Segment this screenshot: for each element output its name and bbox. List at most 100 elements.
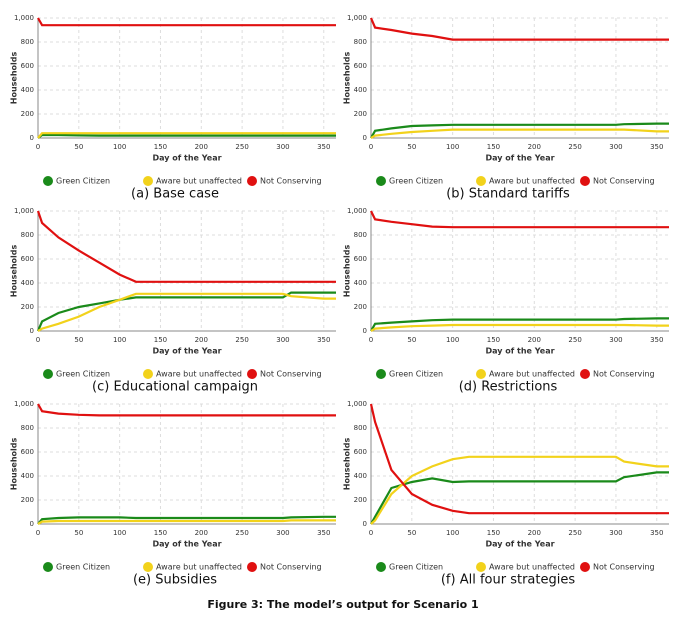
x-tick-label: 300 <box>609 143 622 151</box>
series-line <box>370 455 669 525</box>
y-tick-label: 600 <box>21 448 34 456</box>
x-tick-label: 100 <box>446 529 459 537</box>
x-tick-label: 150 <box>487 336 500 344</box>
series-line <box>370 128 669 139</box>
y-tick-label: 200 <box>21 496 34 504</box>
legend-marker <box>476 176 486 186</box>
legend-marker <box>476 562 486 572</box>
series-line <box>37 132 336 139</box>
legend-label: Not Conserving <box>260 563 322 572</box>
series-line <box>370 317 669 332</box>
chart-panel: 0 200 400 600 800 1,000 0 50 100 150 200 250 300 350 D… <box>343 400 669 588</box>
x-tick-label: 0 <box>36 336 40 344</box>
x-tick-label: 100 <box>113 143 126 151</box>
legend-label: Aware but unaffected <box>156 370 242 379</box>
x-tick-label: 250 <box>568 529 581 537</box>
legend-marker <box>476 369 486 379</box>
x-axis-title: Day of the Year <box>485 540 554 549</box>
legend-label: Green Citizen <box>56 370 110 379</box>
y-tick-label: 1,000 <box>347 400 367 408</box>
x-tick-label: 50 <box>74 143 83 151</box>
series-line <box>37 403 336 417</box>
legend-label: Not Conserving <box>593 177 655 186</box>
x-axis-title: Day of the Year <box>485 347 554 356</box>
legend-marker <box>143 176 153 186</box>
legend-label: Not Conserving <box>260 177 322 186</box>
y-tick-label: 600 <box>21 255 34 263</box>
series-line <box>36 210 336 283</box>
legend-marker <box>376 369 386 379</box>
x-tick-label: 50 <box>74 336 83 344</box>
legend-marker <box>247 176 257 186</box>
y-tick-label: 1,000 <box>347 207 367 215</box>
legend-marker <box>143 562 153 572</box>
x-axis-title: Day of the Year <box>152 154 221 163</box>
y-tick-label: 600 <box>354 448 367 456</box>
y-tick-label: 200 <box>354 496 367 504</box>
x-tick-label: 0 <box>36 529 40 537</box>
chart-caption: (a) Base case <box>131 187 219 202</box>
x-tick-label: 150 <box>487 143 500 151</box>
y-tick-label: 0 <box>30 327 34 335</box>
x-tick-label: 350 <box>317 336 330 344</box>
x-tick-label: 200 <box>195 143 208 151</box>
legend-label: Aware but unaffected <box>489 177 575 186</box>
legend-label: Not Conserving <box>593 370 655 379</box>
legend-label: Aware but unaffected <box>156 177 242 186</box>
legend-label: Aware but unaffected <box>156 563 242 572</box>
x-tick-label: 50 <box>407 143 416 151</box>
y-tick-label: 1,000 <box>14 400 34 408</box>
series-line <box>37 17 336 27</box>
x-tick-label: 150 <box>154 336 167 344</box>
chart-panel: 0 200 400 600 800 1,000 0 50 100 150 200 250 300 350 D… <box>10 400 336 588</box>
x-tick-label: 50 <box>407 529 416 537</box>
y-tick-label: 600 <box>21 62 34 70</box>
y-tick-label: 200 <box>354 110 367 118</box>
series-line <box>369 403 669 515</box>
series-line <box>370 323 669 332</box>
legend-label: Green Citizen <box>56 563 110 572</box>
chart-caption: (d) Restrictions <box>459 380 558 395</box>
x-tick-label: 350 <box>650 529 663 537</box>
x-tick-label: 300 <box>609 336 622 344</box>
y-axis-title: Households <box>10 245 19 298</box>
legend-marker <box>376 176 386 186</box>
legend-label: Not Conserving <box>260 370 322 379</box>
y-tick-label: 0 <box>30 134 34 142</box>
y-tick-label: 1,000 <box>14 14 34 22</box>
y-tick-label: 400 <box>21 279 34 287</box>
x-tick-label: 250 <box>568 336 581 344</box>
x-tick-label: 0 <box>36 143 40 151</box>
x-tick-label: 200 <box>195 336 208 344</box>
y-tick-label: 0 <box>363 520 367 528</box>
legend-label: Green Citizen <box>389 177 443 186</box>
legend-marker <box>580 176 590 186</box>
y-tick-label: 800 <box>21 424 34 432</box>
legend-label: Green Citizen <box>389 370 443 379</box>
y-tick-label: 1,000 <box>347 14 367 22</box>
x-tick-label: 350 <box>650 143 663 151</box>
x-tick-label: 200 <box>528 336 541 344</box>
y-tick-label: 800 <box>354 38 367 46</box>
x-tick-label: 0 <box>369 336 373 344</box>
y-axis-title: Households <box>10 52 19 105</box>
y-tick-label: 200 <box>21 110 34 118</box>
x-tick-label: 150 <box>154 529 167 537</box>
chart-panel: 0 200 400 600 800 1,000 0 50 100 150 200 250 300 350 D… <box>10 207 336 395</box>
x-axis-title: Day of the Year <box>485 154 554 163</box>
y-tick-label: 200 <box>354 303 367 311</box>
y-tick-label: 400 <box>21 472 34 480</box>
legend-label: Aware but unaffected <box>489 563 575 572</box>
y-tick-label: 800 <box>21 231 34 239</box>
x-tick-label: 200 <box>528 143 541 151</box>
y-tick-label: 0 <box>363 134 367 142</box>
x-tick-label: 300 <box>609 529 622 537</box>
x-tick-label: 0 <box>369 143 373 151</box>
x-tick-label: 200 <box>195 529 208 537</box>
legend-label: Not Conserving <box>593 563 655 572</box>
legend-label: Green Citizen <box>389 563 443 572</box>
legend-marker <box>580 562 590 572</box>
y-tick-label: 0 <box>30 520 34 528</box>
x-tick-label: 100 <box>446 336 459 344</box>
series-line <box>370 122 669 139</box>
